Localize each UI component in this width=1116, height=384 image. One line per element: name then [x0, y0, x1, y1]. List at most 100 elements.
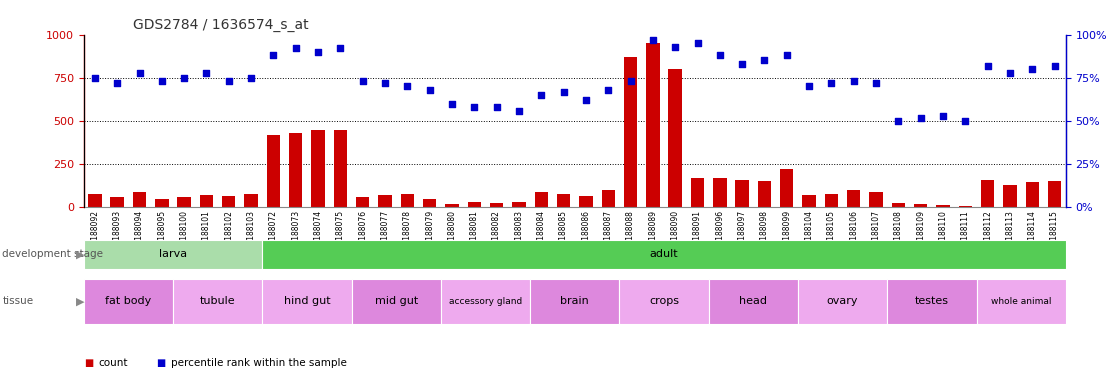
Point — [1001, 70, 1019, 76]
Bar — [847, 190, 860, 207]
Point — [175, 75, 193, 81]
Text: ▶: ▶ — [76, 249, 85, 260]
Bar — [222, 196, 235, 207]
Bar — [110, 197, 124, 207]
Text: adult: adult — [650, 249, 679, 260]
Text: head: head — [739, 296, 768, 306]
Text: ovary: ovary — [827, 296, 858, 306]
Text: crops: crops — [650, 296, 679, 306]
Point — [354, 78, 372, 84]
Bar — [869, 192, 883, 207]
Point — [800, 83, 818, 89]
Text: accessory gland: accessory gland — [449, 297, 522, 306]
Bar — [401, 194, 414, 207]
Point — [220, 78, 238, 84]
Point — [443, 101, 461, 107]
Bar — [334, 130, 347, 207]
Bar — [1003, 185, 1017, 207]
Bar — [976, 279, 1066, 324]
Bar — [200, 195, 213, 207]
Point — [488, 104, 506, 110]
Text: tubule: tubule — [200, 296, 235, 306]
Bar — [289, 133, 302, 207]
Bar — [825, 194, 838, 207]
Point — [331, 45, 349, 51]
Bar — [311, 130, 325, 207]
Point — [510, 108, 528, 114]
Text: brain: brain — [560, 296, 589, 306]
Bar — [668, 69, 682, 207]
Bar — [378, 195, 392, 207]
Point — [577, 97, 595, 103]
Bar — [709, 279, 798, 324]
Text: ■: ■ — [156, 358, 165, 368]
Point — [242, 75, 260, 81]
Point — [934, 113, 952, 119]
Text: mid gut: mid gut — [375, 296, 417, 306]
Point — [599, 87, 617, 93]
Bar — [798, 279, 887, 324]
Point — [867, 80, 885, 86]
Text: ▶: ▶ — [76, 296, 85, 306]
Bar — [758, 182, 771, 207]
Bar — [624, 57, 637, 207]
Bar — [84, 240, 262, 269]
Point — [979, 63, 997, 69]
Bar — [133, 192, 146, 207]
Bar — [579, 196, 593, 207]
Point — [264, 52, 282, 58]
Point — [956, 118, 974, 124]
Bar — [1026, 182, 1039, 207]
Point — [845, 78, 863, 84]
Point — [1046, 63, 1064, 69]
Point — [532, 92, 550, 98]
Point — [622, 78, 639, 84]
Text: testes: testes — [915, 296, 949, 306]
Bar — [887, 279, 976, 324]
Point — [644, 37, 662, 43]
Point — [555, 89, 573, 95]
Bar — [780, 169, 793, 207]
Bar — [155, 199, 169, 207]
Bar — [490, 203, 503, 207]
Bar — [262, 279, 352, 324]
Text: development stage: development stage — [2, 249, 104, 260]
Bar — [981, 180, 994, 207]
Bar — [713, 178, 727, 207]
Point — [822, 80, 840, 86]
Bar — [177, 197, 191, 207]
Bar — [535, 192, 548, 207]
Bar — [735, 180, 749, 207]
Text: fat body: fat body — [105, 296, 152, 306]
Text: count: count — [98, 358, 127, 368]
Bar — [646, 43, 660, 207]
Bar — [84, 279, 173, 324]
Point — [421, 87, 439, 93]
Bar — [802, 195, 816, 207]
Bar — [914, 204, 927, 207]
Bar — [959, 206, 972, 207]
Text: hind gut: hind gut — [283, 296, 330, 306]
Bar — [356, 197, 369, 207]
Bar — [173, 279, 262, 324]
Point — [666, 44, 684, 50]
Point — [376, 80, 394, 86]
Point — [912, 114, 930, 121]
Bar — [691, 178, 704, 207]
Point — [86, 75, 104, 81]
Bar — [441, 279, 530, 324]
Bar — [1048, 180, 1061, 207]
Bar — [602, 190, 615, 207]
Text: whole animal: whole animal — [991, 297, 1051, 306]
Bar — [267, 135, 280, 207]
Text: tissue: tissue — [2, 296, 33, 306]
Point — [733, 61, 751, 67]
Bar — [468, 202, 481, 207]
Bar — [244, 194, 258, 207]
Bar — [88, 194, 102, 207]
Bar — [423, 199, 436, 207]
Bar — [512, 202, 526, 207]
Bar — [936, 205, 950, 207]
Point — [711, 52, 729, 58]
Point — [398, 83, 416, 89]
